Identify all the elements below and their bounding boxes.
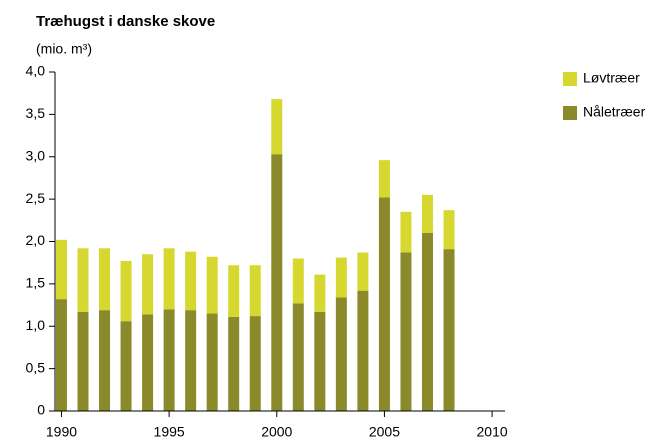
y-tick-label: 2,0	[26, 232, 46, 248]
x-tick-label: 2005	[369, 424, 400, 440]
y-tick-label: 2,5	[26, 190, 46, 206]
bar-segment	[335, 297, 347, 411]
bar-segment	[335, 257, 347, 298]
bar-segment	[77, 311, 89, 411]
bar-segment	[142, 314, 154, 411]
bar-segment	[400, 211, 412, 253]
y-tick-label: 3,5	[26, 105, 46, 121]
x-tick-label: 2010	[477, 424, 508, 440]
legend-swatch	[563, 72, 577, 86]
x-tick-label: 1990	[46, 424, 77, 440]
bar-segment	[443, 249, 455, 411]
legend-label: Nåletræer	[583, 104, 646, 120]
bar-segment	[378, 197, 390, 411]
x-tick-label: 1995	[154, 424, 185, 440]
bar-segment	[249, 316, 261, 411]
bar-segment	[378, 160, 390, 198]
bar-segment	[99, 310, 111, 411]
bar-segment	[185, 310, 197, 411]
x-tick-label: 2000	[261, 424, 292, 440]
bar-segment	[357, 290, 369, 411]
bar-segment	[314, 311, 326, 411]
bar-segment	[292, 258, 304, 304]
bar-segment	[421, 233, 433, 411]
bar-segment	[120, 321, 132, 411]
y-tick-label: 0	[37, 402, 45, 418]
bar-segment	[400, 252, 412, 411]
legend-label: Løvtræer	[583, 70, 640, 86]
bar-segment	[271, 154, 283, 411]
bar-segment	[120, 260, 132, 322]
legend-swatch	[563, 106, 577, 120]
bar-segment	[271, 99, 283, 155]
y-tick-label: 3,0	[26, 147, 46, 163]
bar-segment	[55, 299, 67, 411]
bar-segment	[443, 210, 455, 250]
y-tick-label: 4,0	[26, 63, 46, 79]
bar-segment	[421, 194, 433, 234]
bar-segment	[292, 303, 304, 411]
bar-segment	[163, 309, 175, 411]
y-tick-label: 1,0	[26, 317, 46, 333]
bar-segment	[99, 248, 111, 311]
bar-segment	[357, 252, 369, 291]
bar-segment	[249, 265, 261, 317]
bar-segment	[206, 256, 218, 314]
bar-segment	[228, 316, 240, 411]
chart-subtitle: (mio. m³)	[36, 41, 92, 57]
bar-segment	[228, 265, 240, 317]
bar-segment	[206, 313, 218, 411]
bar-segment	[55, 239, 67, 300]
bar-segment	[185, 251, 197, 311]
y-tick-label: 0,5	[26, 359, 46, 375]
y-tick-label: 1,5	[26, 275, 46, 291]
bar-segment	[142, 254, 154, 315]
chart-title: Træhugst i danske skove	[36, 13, 215, 30]
bar-segment	[314, 274, 326, 312]
bar-segment	[77, 248, 89, 312]
bar-segment	[163, 248, 175, 310]
